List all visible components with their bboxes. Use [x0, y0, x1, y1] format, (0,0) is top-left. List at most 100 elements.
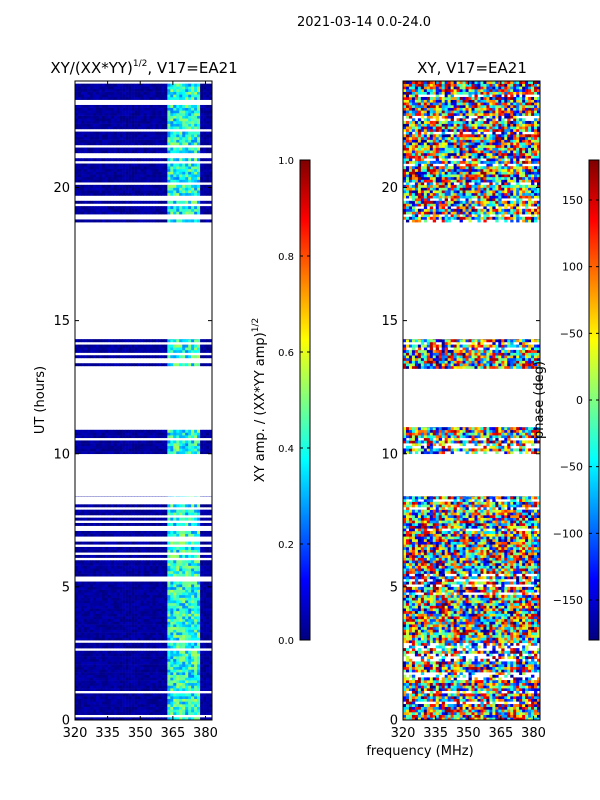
heatmap-cell — [83, 451, 88, 455]
heatmap-cell — [179, 512, 183, 516]
heatmap-cell — [176, 688, 180, 692]
heatmap-cell — [161, 187, 165, 191]
heatmap-cell — [194, 573, 198, 577]
heatmap-cell — [101, 610, 106, 614]
heatmap-cell — [134, 126, 138, 130]
heatmap-cell — [92, 672, 97, 676]
heatmap-cell — [167, 600, 171, 604]
heatmap-cell — [194, 339, 198, 343]
heatmap-cell — [149, 158, 153, 162]
heatmap-cell — [185, 610, 189, 614]
heatmap-cell — [185, 634, 189, 638]
heatmap-cell — [125, 677, 129, 681]
heatmap-cell — [197, 664, 201, 668]
heatmap-cell — [113, 642, 117, 646]
heatmap-cell — [116, 568, 120, 572]
heatmap-cell — [200, 584, 204, 588]
heatmap-cell — [134, 674, 138, 678]
heatmap-cell — [152, 168, 156, 172]
heatmap-cell — [95, 554, 100, 558]
heatmap-cell — [98, 626, 103, 630]
heatmap-cell — [116, 118, 120, 122]
heatmap-cell — [170, 187, 174, 191]
heatmap-cell — [140, 717, 144, 720]
heatmap-cell — [113, 355, 117, 359]
heatmap-cell — [134, 174, 138, 178]
heatmap-cell — [203, 150, 207, 154]
heatmap-cell — [98, 645, 103, 649]
heatmap-cell — [77, 139, 82, 143]
heatmap-cell — [119, 658, 123, 662]
heatmap-cell — [176, 709, 180, 713]
heatmap-cell — [176, 650, 180, 654]
heatmap-cell — [203, 179, 207, 183]
heatmap-cell — [149, 171, 153, 175]
heatmap-cell — [95, 712, 100, 715]
heatmap-cell — [146, 632, 150, 636]
heatmap-cell — [206, 554, 210, 558]
heatmap-cell — [197, 126, 201, 130]
heatmap-cell — [146, 600, 150, 604]
heatmap-cell — [170, 126, 174, 130]
heatmap-cell — [131, 530, 135, 534]
heatmap-cell — [125, 139, 129, 143]
heatmap-cell — [185, 211, 189, 215]
heatmap-cell — [116, 158, 120, 162]
heatmap-cell — [140, 190, 144, 194]
heatmap-cell — [170, 211, 174, 215]
heatmap-cell — [152, 158, 156, 162]
heatmap-cell — [80, 150, 85, 154]
heatmap-cell — [95, 136, 100, 140]
heatmap-cell — [182, 634, 186, 638]
heatmap-cell — [158, 134, 162, 138]
heatmap-cell — [188, 698, 192, 702]
heatmap-cell — [182, 344, 186, 348]
heatmap-cell — [200, 451, 204, 455]
heatmap-cell — [164, 179, 168, 183]
heatmap-cell — [104, 618, 109, 622]
heatmap-cell — [95, 219, 100, 223]
heatmap-cell — [134, 347, 138, 351]
heatmap-cell — [113, 634, 117, 638]
heatmap-cell — [116, 339, 120, 343]
heatmap-cell — [206, 206, 210, 210]
heatmap-cell — [113, 347, 117, 351]
heatmap-cell — [122, 658, 126, 662]
heatmap-cell — [182, 592, 186, 596]
heatmap-cell — [173, 677, 177, 681]
heatmap-cell — [75, 530, 79, 534]
heatmap-cell — [167, 680, 171, 684]
heatmap-cell — [152, 592, 156, 596]
heatmap-cell — [209, 206, 212, 210]
heatmap-cell — [158, 637, 162, 641]
heatmap-cell — [134, 451, 138, 455]
heatmap-cell — [110, 190, 115, 194]
heatmap-cell — [197, 440, 201, 444]
heatmap-cell — [182, 120, 186, 124]
heatmap-cell — [75, 568, 79, 572]
heatmap-cell — [170, 139, 174, 143]
heatmap-cell — [77, 150, 82, 154]
heatmap-cell — [188, 592, 192, 596]
heatmap-cell — [125, 696, 129, 699]
heatmap-cell — [122, 355, 126, 359]
heatmap-cell — [200, 666, 204, 670]
heatmap-cell — [170, 672, 174, 676]
heatmap-cell — [200, 219, 204, 223]
heatmap-cell — [152, 672, 156, 676]
heatmap-cell — [164, 717, 168, 720]
heatmap-cell — [86, 600, 91, 604]
heatmap-cell — [149, 666, 153, 670]
heatmap-cell — [179, 517, 183, 521]
heatmap-cell — [176, 158, 180, 162]
heatmap-cell — [75, 200, 79, 204]
heatmap-cell — [101, 192, 106, 196]
heatmap-cell — [110, 650, 115, 654]
heatmap-cell — [89, 355, 94, 359]
heatmap-cell — [209, 349, 212, 353]
heatmap-cell — [188, 190, 192, 194]
heatmap-cell — [98, 136, 103, 140]
heatmap-cell — [122, 541, 126, 545]
heatmap-cell — [179, 613, 183, 617]
heatmap-cell — [134, 706, 138, 710]
